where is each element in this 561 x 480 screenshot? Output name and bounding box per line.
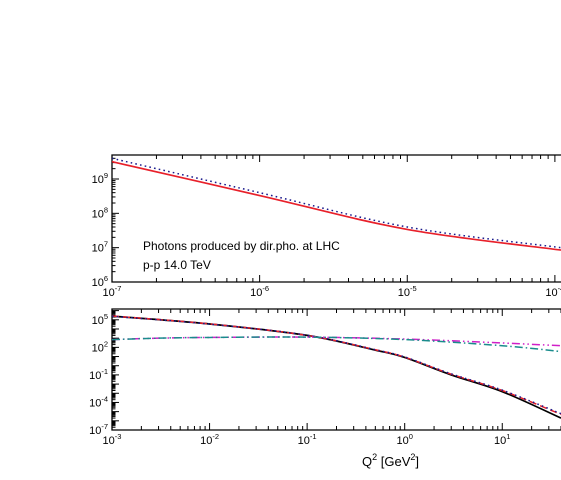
y-tick-label: 10-1 — [89, 367, 108, 382]
annotation-subtitle: p-p 14.0 TeV — [143, 258, 211, 272]
top-panel: 10-7 10-6 10-5 10-4 106 107 108 109 — [92, 154, 561, 299]
x-tick-label: 10-1 — [298, 432, 317, 447]
series-line-dashdot — [112, 336, 561, 353]
y-tick-label: 10-4 — [89, 394, 108, 409]
y-tick-label: 102 — [92, 339, 108, 354]
x-tick-label: 101 — [494, 432, 510, 447]
y-tick-label: 107 — [92, 240, 108, 255]
series-line-dotted — [112, 157, 561, 249]
x-tick-label: 10-6 — [250, 284, 269, 299]
x-tick-label: 10-5 — [398, 284, 417, 299]
annotation-title: Photons produced by dir.pho. at LHC — [143, 239, 340, 253]
x-tick-label: 10-2 — [200, 432, 219, 447]
y-tick-label: 109 — [92, 171, 108, 186]
series-line-dashed — [112, 315, 561, 416]
series-line-solid — [112, 160, 561, 251]
x-tick-label: 10-7 — [103, 284, 122, 299]
y-tick-label: 10-7 — [89, 422, 108, 437]
y-tick-label: 106 — [92, 274, 108, 289]
x-tick-label: 10-4 — [545, 284, 561, 299]
plot-frame — [111, 308, 561, 431]
x-tick-label: 10-3 — [103, 432, 122, 447]
series-line-dotted — [112, 315, 561, 415]
x-tick-label: 100 — [396, 432, 412, 447]
bottom-panel: 10-3 10-2 10-1 100 101 10-7 10-4 10-1 102 105 — [89, 308, 561, 447]
y-tick-label: 105 — [92, 312, 108, 327]
y-tick-label: 108 — [92, 205, 108, 220]
series-line-solid — [112, 315, 561, 419]
x-axis-label: Q2 [GeV2] — [362, 452, 419, 469]
